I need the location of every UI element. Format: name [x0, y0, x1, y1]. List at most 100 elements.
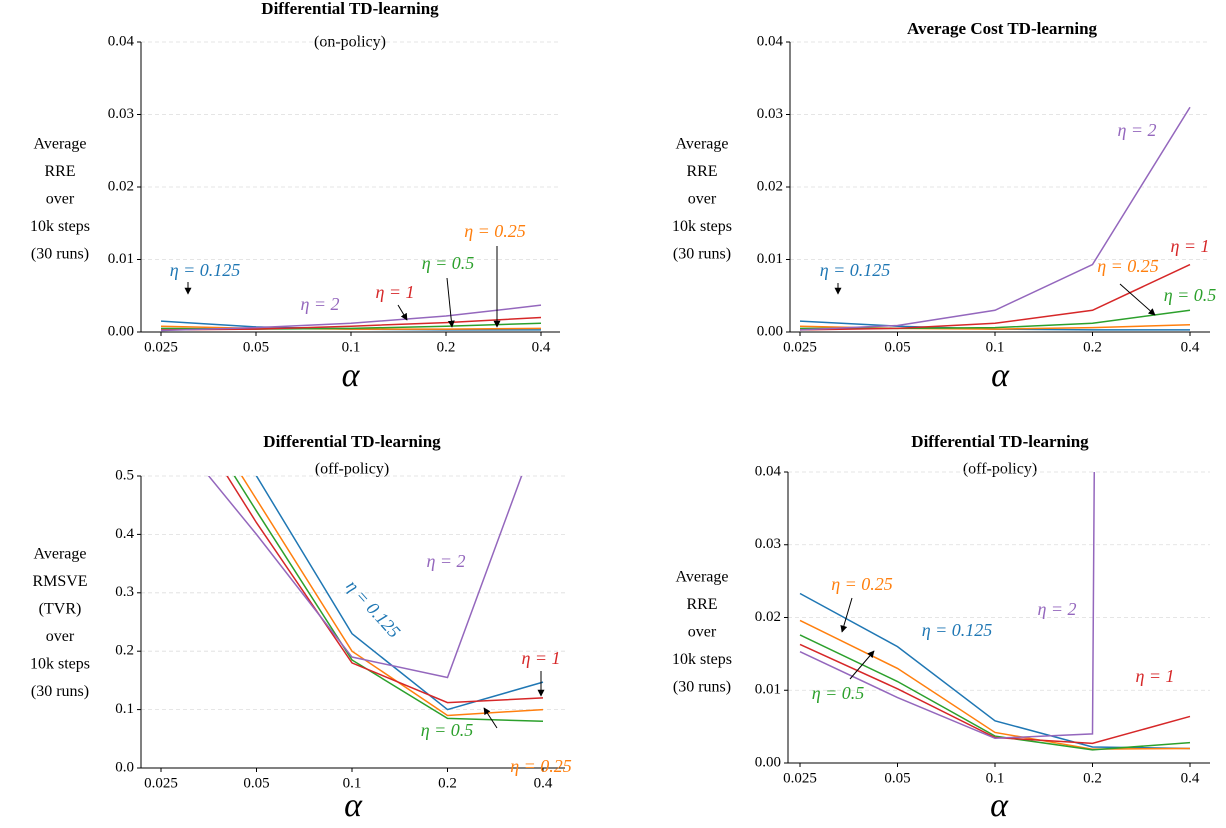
y-tick-label: 0.02: [108, 178, 134, 194]
chart-title: Differential TD-learning: [911, 432, 1089, 451]
line: [233, 476, 544, 723]
y-axis-label: over: [688, 191, 717, 208]
panel: Differential TD-learning (off-policy) Aver…: [672, 432, 1210, 824]
y-axis-label: 10k steps: [30, 656, 90, 673]
annotation-arrow: [849, 650, 875, 680]
x-axis-label: α: [991, 357, 1010, 394]
lines: [799, 106, 1191, 331]
y-axis-label: RRE: [44, 163, 75, 180]
y-tick-label: 0.03: [755, 536, 781, 552]
y-axis-label: over: [688, 624, 717, 641]
y-axis-label: 10k steps: [672, 218, 732, 235]
line: [799, 619, 1191, 750]
series-annotation: η = 0.25: [831, 574, 893, 594]
chart-subtitle: (off-policy): [963, 461, 1037, 478]
series-annotation: η = 0.25: [510, 756, 572, 776]
x-tick-label: 0.4: [1181, 339, 1200, 355]
y-axis-label: (30 runs): [673, 246, 731, 263]
y-tick-label: 0.1: [115, 701, 134, 717]
y-tick-label: 0.02: [757, 178, 783, 194]
annotation-arrow: [483, 707, 498, 729]
x-tick-label: 0.025: [144, 775, 178, 791]
y-axis-label: Average: [676, 136, 729, 153]
y-tick-label: 0.04: [757, 33, 784, 49]
series-annotation: η = 0.125: [170, 260, 241, 280]
series-annotation: η = 0.125: [820, 260, 891, 280]
y-tick-label: 0.2: [115, 643, 134, 659]
panel: Differential TD-learning (on-policy) Avera…: [30, 0, 560, 394]
x-tick-label: 0.2: [1083, 339, 1102, 355]
y-tick-label: 0.5: [115, 467, 134, 483]
series-annotation: η = 1: [375, 282, 414, 302]
x-axis-label: α: [990, 787, 1009, 824]
y-axis-label: 10k steps: [672, 651, 732, 668]
y-tick-label: 0.0: [115, 759, 134, 775]
y-tick-label: 0.02: [755, 609, 781, 625]
x-axis-label: α: [344, 787, 363, 824]
y-tick-label: 0.4: [115, 526, 134, 542]
x-tick-label: 0.2: [438, 775, 457, 791]
series-annotation: η = 2: [426, 551, 465, 571]
series-annotation: η = 0.5: [812, 683, 865, 703]
x-tick-label: 0.4: [534, 775, 553, 791]
series-annotation: η = 1: [521, 648, 560, 668]
annotation-arrow: [446, 277, 455, 328]
x-tick-label: 0.05: [243, 775, 269, 791]
y-axis-label: (30 runs): [673, 679, 731, 696]
y-axis-label: RRE: [686, 163, 717, 180]
x-tick-label: 0.05: [884, 339, 910, 355]
y-axis-label: RMSVE: [32, 573, 87, 590]
x-tick-label: 0.05: [243, 339, 269, 355]
x-tick-label: 0.025: [783, 770, 817, 786]
chart-subtitle: (off-policy): [315, 461, 389, 478]
x-tick-label: 0.1: [343, 775, 362, 791]
y-axis-label: Average: [676, 569, 729, 586]
annotation-arrow: [397, 304, 408, 321]
chart-title: Differential TD-learning: [263, 432, 441, 451]
line: [799, 634, 1191, 751]
x-tick-label: 0.025: [783, 339, 817, 355]
series-annotation: η = 1: [1135, 666, 1174, 686]
y-axis-label: over: [46, 191, 75, 208]
x-tick-label: 0.1: [986, 339, 1005, 355]
y-axis-label: (30 runs): [31, 246, 89, 263]
line: [800, 309, 1191, 330]
chart-title: Average Cost TD-learning: [907, 19, 1098, 38]
y-axis-label: RRE: [686, 596, 717, 613]
series-annotation: η = 0.5: [422, 253, 475, 273]
series-annotation: η = 2: [1037, 599, 1076, 619]
y-tick-label: 0.04: [755, 463, 782, 479]
y-tick-label: 0.03: [757, 106, 783, 122]
line: [207, 476, 523, 679]
line: [226, 476, 544, 704]
y-axis-label: (30 runs): [31, 683, 89, 700]
y-axis-label: Average: [34, 546, 87, 563]
line: [160, 304, 542, 332]
series-annotation: η = 0.5: [1164, 285, 1217, 305]
annotation-arrow: [1119, 283, 1156, 316]
y-tick-label: 0.01: [757, 251, 783, 267]
x-tick-label: 0.1: [342, 339, 361, 355]
y-tick-label: 0.3: [115, 584, 134, 600]
y-axis-label: 10k steps: [30, 218, 90, 235]
lines: [207, 476, 544, 723]
line: [799, 106, 1191, 331]
chart-title: Differential TD-learning: [261, 0, 439, 18]
y-tick-label: 0.00: [757, 323, 783, 339]
y-axis-label: over: [46, 628, 75, 645]
series-annotation: η = 2: [1117, 120, 1156, 140]
y-tick-label: 0.01: [108, 251, 134, 267]
series-annotation: η = 0.5: [421, 720, 474, 740]
x-tick-label: 0.2: [437, 339, 456, 355]
y-tick-label: 0.00: [755, 754, 781, 770]
x-tick-label: 0.2: [1083, 770, 1102, 786]
x-tick-label: 0.1: [986, 770, 1005, 786]
panel: Average Cost TD-learning Average RRE over 10…: [672, 19, 1216, 394]
line: [799, 472, 1096, 740]
line: [240, 476, 544, 717]
chart-subtitle: (on-policy): [314, 34, 386, 51]
x-tick-label: 0.4: [532, 339, 551, 355]
x-axis-label: α: [342, 357, 361, 394]
series-annotation: η = 0.25: [464, 221, 526, 241]
y-axis-label: (TVR): [39, 601, 82, 618]
